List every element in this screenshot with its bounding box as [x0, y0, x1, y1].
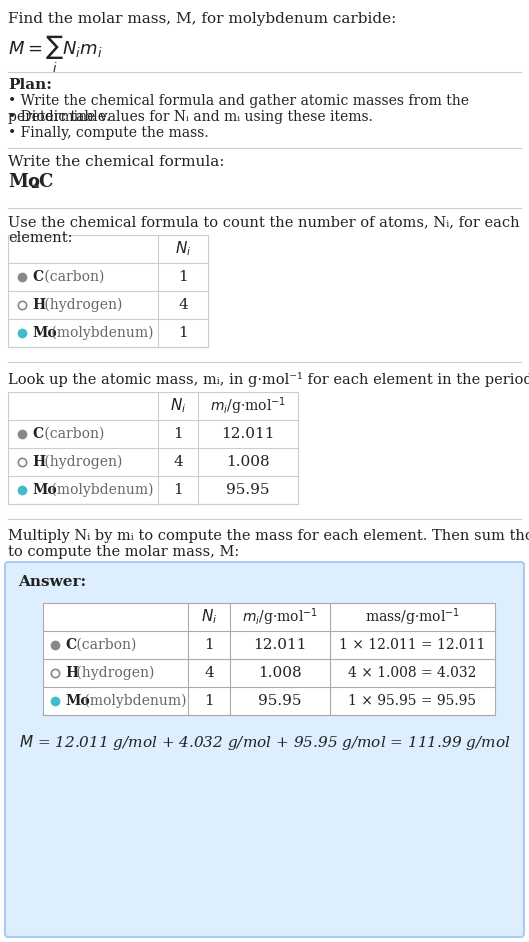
Text: Look up the atomic mass, mᵢ, in g·mol⁻¹ for each element in the periodic table:: Look up the atomic mass, mᵢ, in g·mol⁻¹ … [8, 372, 529, 387]
Text: $m_i$/g·mol$^{-1}$: $m_i$/g·mol$^{-1}$ [242, 607, 318, 627]
Text: $N_i$: $N_i$ [175, 239, 191, 258]
Text: C: C [65, 638, 76, 652]
Text: H: H [65, 666, 78, 680]
Text: 1 × 95.95 = 95.95: 1 × 95.95 = 95.95 [349, 694, 477, 708]
Bar [8, 235, 208, 347]
Text: 1: 1 [173, 483, 183, 497]
Text: 1 × 12.011 = 12.011: 1 × 12.011 = 12.011 [339, 638, 486, 652]
Text: $N_i$: $N_i$ [170, 397, 186, 415]
Text: Use the chemical formula to count the number of atoms, Nᵢ, for each element:: Use the chemical formula to count the nu… [8, 215, 519, 245]
Text: (carbon): (carbon) [72, 638, 137, 652]
Text: (hydrogen): (hydrogen) [40, 455, 122, 469]
Text: 95.95: 95.95 [258, 694, 302, 708]
Text: • Write the chemical formula and gather atomic masses from the periodic table.: • Write the chemical formula and gather … [8, 94, 469, 124]
Text: 4 × 1.008 = 4.032: 4 × 1.008 = 4.032 [348, 666, 477, 680]
Text: 1: 1 [178, 270, 188, 284]
Text: • Determine values for Nᵢ and mᵢ using these items.: • Determine values for Nᵢ and mᵢ using t… [8, 110, 373, 124]
Text: 1: 1 [178, 326, 188, 340]
Text: 1: 1 [204, 694, 214, 708]
Text: (carbon): (carbon) [40, 427, 104, 441]
Bar [8, 392, 298, 504]
FancyBboxPatch shape [5, 562, 524, 937]
Text: 1.008: 1.008 [258, 666, 302, 680]
Text: • Finally, compute the mass.: • Finally, compute the mass. [8, 126, 208, 140]
Text: C: C [32, 427, 43, 441]
Text: Mo: Mo [32, 326, 57, 340]
Text: 4: 4 [173, 455, 183, 469]
Text: (carbon): (carbon) [40, 270, 104, 284]
Text: $m_i$/g·mol$^{-1}$: $m_i$/g·mol$^{-1}$ [210, 396, 286, 416]
Text: (molybdenum): (molybdenum) [47, 326, 153, 340]
Text: Mo: Mo [8, 173, 40, 191]
Text: (hydrogen): (hydrogen) [40, 298, 122, 312]
Text: 12.011: 12.011 [253, 638, 307, 652]
Text: Mo: Mo [65, 694, 89, 708]
Text: 1: 1 [173, 427, 183, 441]
Text: $N_i$: $N_i$ [201, 608, 217, 626]
Text: mass/g·mol$^{-1}$: mass/g·mol$^{-1}$ [365, 607, 460, 627]
Text: Plan:: Plan: [8, 78, 52, 92]
Text: Write the chemical formula:: Write the chemical formula: [8, 155, 224, 169]
Text: to compute the molar mass, M:: to compute the molar mass, M: [8, 545, 239, 559]
Text: C: C [32, 270, 43, 284]
Text: Mo: Mo [32, 483, 57, 497]
Text: 4: 4 [178, 298, 188, 312]
Text: 2: 2 [30, 178, 39, 191]
Text: (molybdenum): (molybdenum) [47, 483, 153, 497]
Text: H: H [32, 298, 45, 312]
Text: 1: 1 [204, 638, 214, 652]
Text: H: H [32, 455, 45, 469]
Text: 12.011: 12.011 [221, 427, 275, 441]
Text: Answer:: Answer: [18, 575, 86, 589]
Text: (hydrogen): (hydrogen) [72, 666, 155, 680]
Text: 4: 4 [204, 666, 214, 680]
Text: C: C [38, 173, 52, 191]
Text: Multiply Nᵢ by mᵢ to compute the mass for each element. Then sum those values: Multiply Nᵢ by mᵢ to compute the mass fo… [8, 529, 529, 543]
Bar [43, 603, 495, 715]
Text: (molybdenum): (molybdenum) [80, 694, 187, 708]
Text: 1.008: 1.008 [226, 455, 270, 469]
Text: $M$ = 12.011 g/mol + 4.032 g/mol + 95.95 g/mol = 111.99 g/mol: $M$ = 12.011 g/mol + 4.032 g/mol + 95.95… [19, 733, 510, 752]
Text: Find the molar mass, M, for molybdenum carbide:: Find the molar mass, M, for molybdenum c… [8, 12, 396, 26]
Text: $M = \sum_i N_i m_i$: $M = \sum_i N_i m_i$ [8, 34, 103, 75]
Text: 95.95: 95.95 [226, 483, 270, 497]
